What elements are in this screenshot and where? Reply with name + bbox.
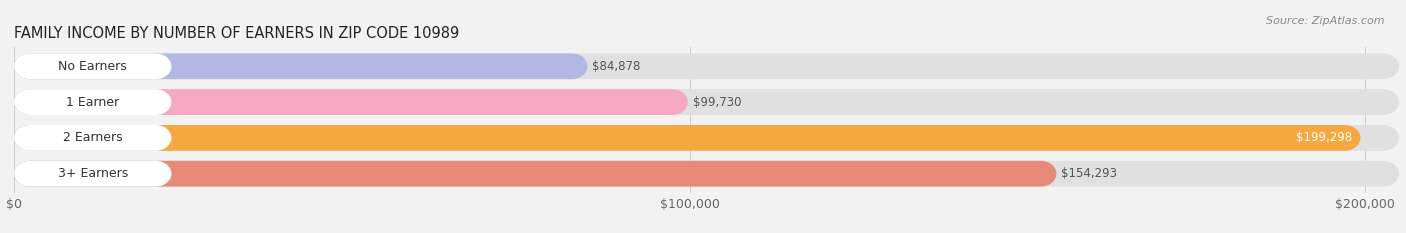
PathPatch shape [14,53,172,79]
PathPatch shape [14,125,172,151]
PathPatch shape [14,125,1361,151]
Text: $154,293: $154,293 [1062,167,1118,180]
PathPatch shape [14,161,1399,187]
Text: 3+ Earners: 3+ Earners [58,167,128,180]
PathPatch shape [14,89,688,115]
Text: $99,730: $99,730 [693,96,741,109]
PathPatch shape [14,89,172,115]
Text: No Earners: No Earners [59,60,127,73]
Text: 1 Earner: 1 Earner [66,96,120,109]
Text: FAMILY INCOME BY NUMBER OF EARNERS IN ZIP CODE 10989: FAMILY INCOME BY NUMBER OF EARNERS IN ZI… [14,26,460,41]
PathPatch shape [14,161,1056,187]
PathPatch shape [14,89,1399,115]
Text: $84,878: $84,878 [592,60,641,73]
Text: Source: ZipAtlas.com: Source: ZipAtlas.com [1267,16,1385,26]
PathPatch shape [14,53,588,79]
PathPatch shape [14,161,172,187]
Text: $199,298: $199,298 [1296,131,1353,144]
PathPatch shape [14,125,1399,151]
PathPatch shape [14,53,1399,79]
Text: 2 Earners: 2 Earners [63,131,122,144]
